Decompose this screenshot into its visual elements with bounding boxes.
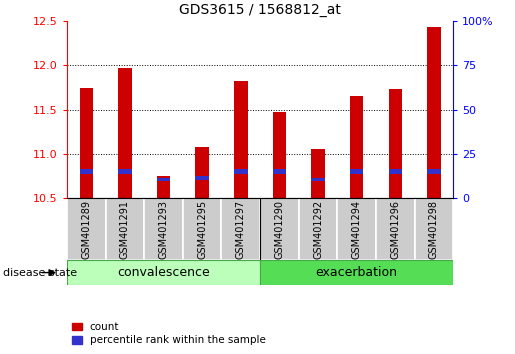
- Text: GSM401292: GSM401292: [313, 200, 323, 259]
- Bar: [260, 260, 453, 285]
- Bar: [157, 176, 170, 198]
- Text: GSM401298: GSM401298: [429, 200, 439, 259]
- Bar: [195, 176, 209, 179]
- Bar: [311, 149, 325, 198]
- Bar: [350, 170, 364, 175]
- Legend: count, percentile rank within the sample: count, percentile rank within the sample: [72, 322, 266, 345]
- Bar: [144, 198, 183, 260]
- Text: GSM401295: GSM401295: [197, 200, 207, 259]
- Bar: [183, 198, 221, 260]
- Bar: [195, 147, 209, 198]
- Text: GSM401296: GSM401296: [390, 200, 400, 259]
- Bar: [376, 198, 415, 260]
- Bar: [79, 88, 93, 198]
- Bar: [118, 68, 132, 198]
- Bar: [234, 170, 248, 175]
- Bar: [118, 170, 132, 175]
- Bar: [221, 198, 260, 260]
- Bar: [337, 198, 376, 260]
- Text: exacerbation: exacerbation: [316, 266, 398, 279]
- Bar: [388, 89, 402, 198]
- Bar: [234, 80, 248, 198]
- Bar: [427, 170, 441, 175]
- Bar: [260, 198, 299, 260]
- Bar: [157, 178, 170, 182]
- Text: GSM401291: GSM401291: [120, 200, 130, 259]
- Text: GSM401293: GSM401293: [159, 200, 168, 259]
- Text: disease state: disease state: [3, 268, 77, 278]
- Bar: [272, 112, 286, 198]
- Text: GSM401294: GSM401294: [352, 200, 362, 259]
- Text: convalescence: convalescence: [117, 266, 210, 279]
- Title: GDS3615 / 1568812_at: GDS3615 / 1568812_at: [179, 4, 341, 17]
- Bar: [67, 260, 260, 285]
- Text: GSM401289: GSM401289: [81, 200, 91, 259]
- Bar: [388, 170, 402, 175]
- Bar: [79, 170, 93, 175]
- Text: GSM401297: GSM401297: [236, 200, 246, 259]
- Bar: [299, 198, 337, 260]
- Bar: [427, 28, 441, 198]
- Bar: [67, 198, 106, 260]
- Bar: [350, 96, 364, 198]
- Text: GSM401290: GSM401290: [274, 200, 284, 259]
- Bar: [415, 198, 453, 260]
- Bar: [311, 178, 325, 182]
- Bar: [272, 170, 286, 175]
- Bar: [106, 198, 144, 260]
